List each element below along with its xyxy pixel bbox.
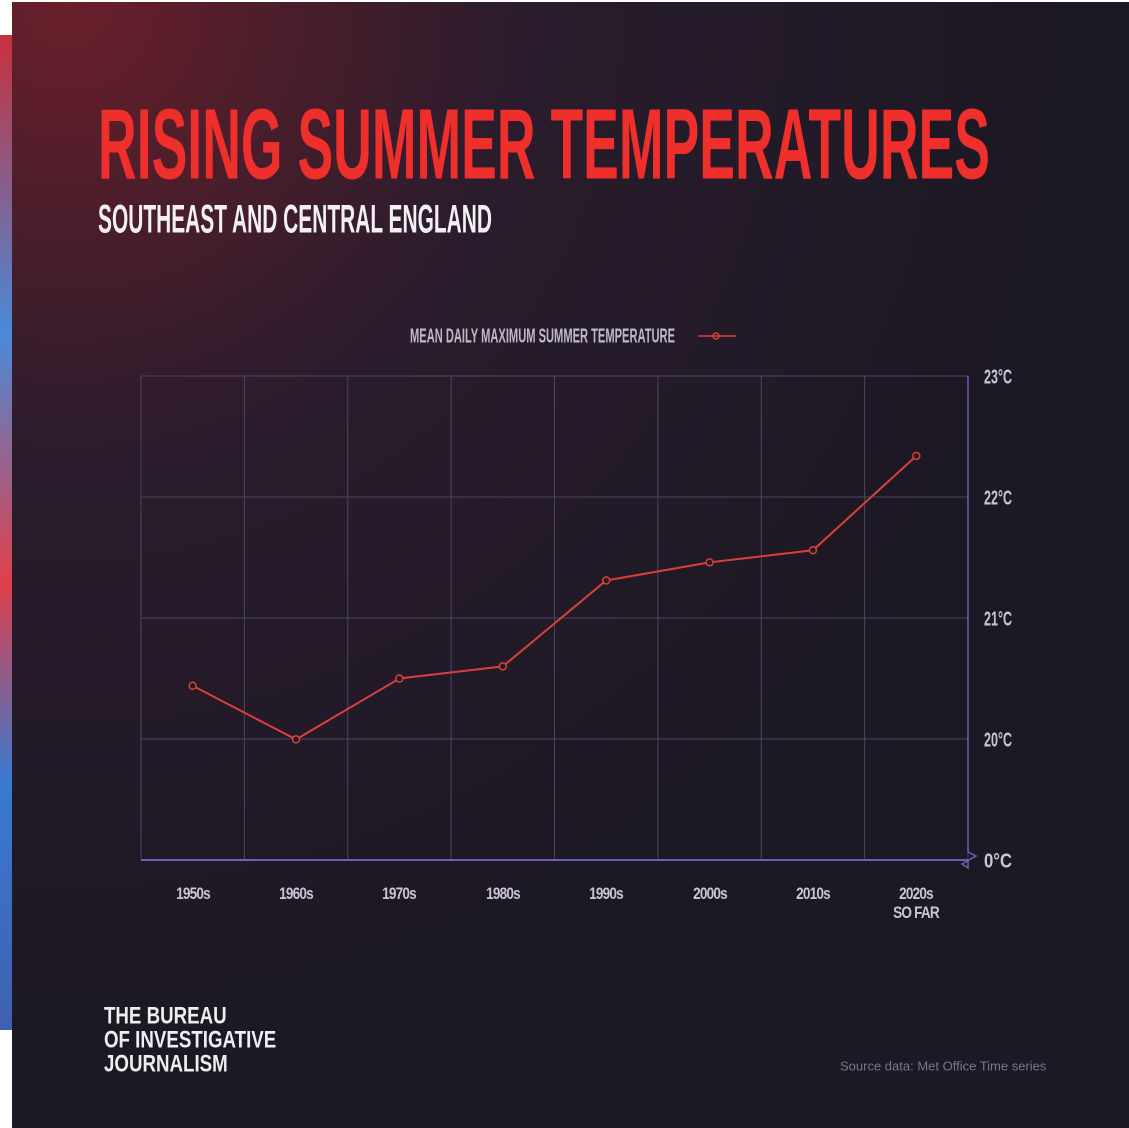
source: Source data: Met Office Time series xyxy=(840,1058,1047,1073)
legend-marker xyxy=(712,332,720,340)
y-tick-label: 21°C xyxy=(984,608,1012,630)
y-tick-label: 0°C xyxy=(984,850,1012,872)
data-point xyxy=(601,576,611,585)
x-tick-label: 1970s xyxy=(382,884,418,903)
y-tick-label: 20°C xyxy=(984,729,1012,751)
y-tick-label: 23°C xyxy=(984,366,1012,388)
x-tick-label: 1990s xyxy=(589,884,624,903)
x-tick-label: 1960s xyxy=(279,884,314,903)
data-point xyxy=(395,674,404,683)
background xyxy=(12,2,1129,1128)
side-image xyxy=(0,35,14,1030)
data-point xyxy=(705,558,714,567)
title: RISING SUMMER TEMPERATURES xyxy=(98,88,990,200)
x-tick-label: 2010s xyxy=(796,884,831,903)
x-tick-label: 2020s SO FAR xyxy=(893,884,940,922)
x-tick-label: 1950s xyxy=(175,884,211,903)
data-point xyxy=(291,735,301,744)
data-point xyxy=(188,681,197,691)
legend-label: MEAN DAILY MAXIMUM SUMMER TEMPERATURE xyxy=(410,325,675,347)
x-tick-label: 2000s xyxy=(692,884,728,903)
data-point xyxy=(498,662,508,671)
x-tick-label: 1980s xyxy=(485,884,521,903)
y-axis xyxy=(960,376,978,870)
series-line xyxy=(192,455,917,741)
brand: THE BUREAU OF INVESTIGATIVE JOURNALISM xyxy=(104,1002,276,1077)
subtitle: SOUTHEAST AND CENTRAL ENGLAND xyxy=(98,198,492,242)
data-point xyxy=(808,545,818,555)
y-tick-label: 22°C xyxy=(984,487,1012,509)
data-point xyxy=(912,451,921,461)
